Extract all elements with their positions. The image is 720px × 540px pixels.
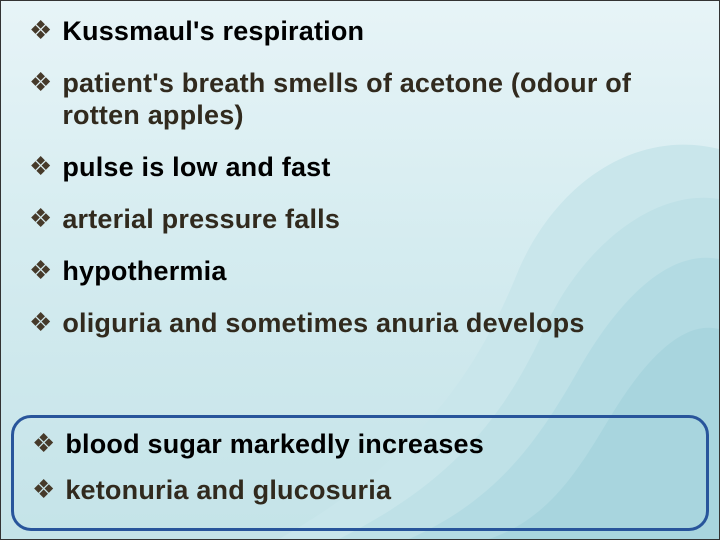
diamond-bullet-icon: ❖: [29, 307, 52, 339]
diamond-bullet-icon: ❖: [32, 428, 55, 460]
diamond-bullet-icon: ❖: [32, 474, 55, 506]
list-item-text: ketonuria and glucosuria: [65, 474, 391, 506]
list-item: ❖ arterial pressure falls: [29, 203, 691, 235]
diamond-bullet-icon: ❖: [29, 203, 52, 235]
list-item-text: Kussmaul's respiration: [62, 15, 364, 47]
diamond-bullet-icon: ❖: [29, 151, 52, 183]
list-item-text: oliguria and sometimes anuria develops: [62, 307, 584, 339]
list-item: ❖ oliguria and sometimes anuria develops: [29, 307, 691, 339]
list-item: ❖ blood sugar markedly increases: [32, 428, 688, 460]
slide: ❖ Kussmaul's respiration ❖ patient's bre…: [0, 0, 720, 540]
list-item-text: arterial pressure falls: [62, 203, 340, 235]
list-item-text: pulse is low and fast: [62, 151, 330, 183]
diamond-bullet-icon: ❖: [29, 15, 52, 47]
list-item: ❖ patient's breath smells of acetone (od…: [29, 67, 691, 131]
list-item: ❖ pulse is low and fast: [29, 151, 691, 183]
list-item: ❖ hypothermia: [29, 255, 691, 287]
bullet-list: ❖ Kussmaul's respiration ❖ patient's bre…: [1, 1, 719, 339]
list-item: ❖ ketonuria and glucosuria: [32, 474, 688, 506]
highlight-box: ❖ blood sugar markedly increases ❖ keton…: [11, 415, 709, 531]
list-item: ❖ Kussmaul's respiration: [29, 15, 691, 47]
list-item-text: hypothermia: [62, 255, 226, 287]
diamond-bullet-icon: ❖: [29, 255, 52, 287]
list-item-text: patient's breath smells of acetone (odou…: [62, 67, 691, 131]
diamond-bullet-icon: ❖: [29, 67, 52, 99]
list-item-text: blood sugar markedly increases: [65, 428, 484, 460]
